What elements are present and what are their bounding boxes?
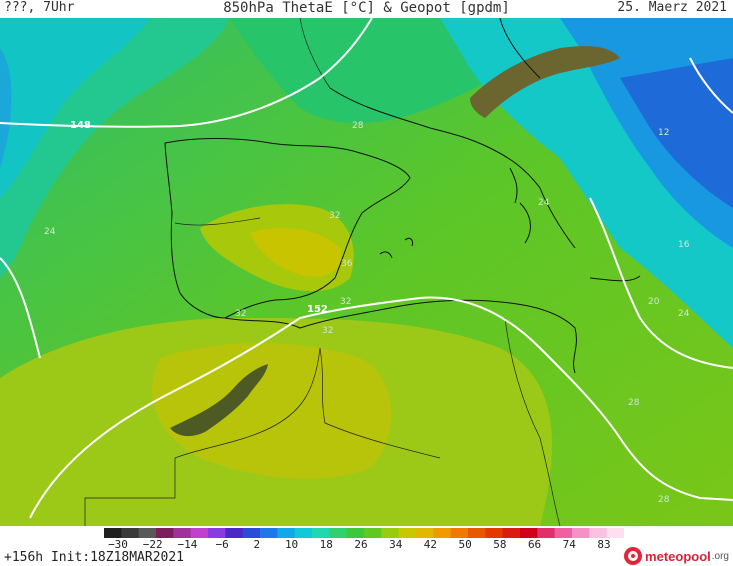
color-scale-cell: [416, 528, 434, 538]
color-scale-cell: [520, 528, 538, 538]
thetae-label: 20: [648, 297, 660, 307]
color-scale-cell: [277, 528, 296, 538]
thetae-label: 36: [341, 259, 353, 269]
color-scale-ticks: −30 −22 −14 −6 2 10 18 26 34 42 50 58 66 74 83: [0, 539, 733, 553]
color-scale-tick: −22: [142, 538, 163, 551]
color-scale-tick: −6: [215, 538, 229, 551]
color-scale-tick: 10: [284, 538, 299, 551]
thetae-label: 12: [658, 128, 669, 138]
hot-airmass-africa: [152, 343, 392, 479]
color-scale-cell: [156, 528, 174, 538]
header-bar: ???, 7Uhr 850hPa ThetaE [°C] & Geopot [g…: [0, 0, 733, 18]
geopot-label-152: 152: [307, 304, 328, 315]
thetae-label: 16: [678, 240, 690, 250]
thetae-label: 32: [329, 211, 340, 221]
color-scale-cell: [138, 528, 157, 538]
thetae-label: 24: [538, 198, 550, 208]
color-scale-cell: [381, 528, 400, 538]
color-scale-tick: 18: [319, 538, 333, 551]
meteopool-logo[interactable]: meteopool .org: [624, 546, 729, 566]
color-scale: [104, 528, 624, 538]
geopot-label-148: 148: [70, 120, 91, 131]
color-scale-cell: [121, 528, 140, 538]
thetae-label: 24: [678, 309, 690, 319]
geopotential-contours: [0, 18, 733, 519]
color-scale-tick: 50: [458, 538, 472, 551]
thetae-label: 32: [235, 309, 246, 319]
color-scale-tick: 34: [389, 538, 403, 551]
footer: −30 −22 −14 −6 2 10 18 26 34 42 50 58 66 74 83 +156h I…: [0, 526, 733, 566]
color-scale-cell: [364, 528, 382, 538]
color-scale-cell: [294, 528, 313, 538]
logo-text: meteopool: [645, 548, 711, 564]
cold-airmass-northwest: [0, 18, 150, 198]
logo-suffix: .org: [711, 550, 729, 562]
coldest-core-east: [620, 58, 733, 208]
color-scale-cell: [260, 528, 278, 538]
thetae-label: 32: [340, 297, 351, 307]
color-scale-cell: [242, 528, 261, 538]
hot-spot-iberia: [250, 228, 341, 277]
color-scale-cell: [572, 528, 590, 538]
color-scale-cell: [208, 528, 226, 538]
color-scale-cell: [589, 528, 608, 538]
coastlines: [164, 18, 641, 374]
color-scale-cell: [329, 528, 348, 538]
map-title: 850hPa ThetaE [°C] & Geopot [gpdm]: [223, 0, 510, 16]
color-scale-tick: 58: [493, 538, 507, 551]
color-scale-tick: 26: [354, 538, 368, 551]
color-scale-cell: [485, 528, 504, 538]
color-scale-tick: 42: [423, 538, 438, 551]
thetae-labels: 28 24 32 32 36 32 32 12 16 20 24 28 28 2…: [44, 121, 690, 505]
color-scale-tick: 2: [253, 538, 261, 551]
atlas-high-terrain: [170, 364, 268, 437]
color-scale-cell: [225, 528, 244, 538]
alps-high-terrain: [470, 46, 620, 118]
thetae-label: 28: [352, 121, 364, 131]
color-scale-cell: [173, 528, 192, 538]
color-scale-tick: 83: [597, 538, 611, 551]
valid-date: 25. Maerz 2021: [617, 0, 727, 15]
color-scale-tick: 66: [527, 538, 542, 551]
weather-map[interactable]: 148 152 28 24 32 32 36 32 32 12 16 20 24…: [0, 18, 733, 526]
color-scale-cell: [433, 528, 452, 538]
color-scale-cell: [450, 528, 469, 538]
color-scale-cell: [190, 528, 209, 538]
country-borders: [84, 18, 561, 526]
cold-pocket-atlantic: [0, 48, 12, 168]
run-time-label: ???, 7Uhr: [4, 0, 75, 15]
thetae-label: 32: [322, 326, 333, 336]
color-scale-cell: [312, 528, 330, 538]
color-scale-cell: [398, 528, 417, 538]
color-scale-tick: 74: [562, 538, 576, 551]
color-scale-cell: [104, 528, 122, 538]
color-scale-cell: [537, 528, 556, 538]
init-time-label: +156h Init:18Z18MAR2021: [4, 550, 185, 565]
thetae-label: 24: [44, 227, 56, 237]
color-scale-tick: −30: [108, 538, 128, 551]
color-scale-cell: [468, 528, 486, 538]
thetae-label: 28: [628, 398, 640, 408]
color-scale-tick: −14: [177, 538, 198, 551]
logo-icon: [624, 547, 643, 565]
color-scale-cell: [606, 528, 624, 538]
color-scale-cell: [502, 528, 521, 538]
color-scale-cell: [554, 528, 573, 538]
thetae-label: 28: [658, 495, 670, 505]
color-scale-cell: [346, 528, 365, 538]
